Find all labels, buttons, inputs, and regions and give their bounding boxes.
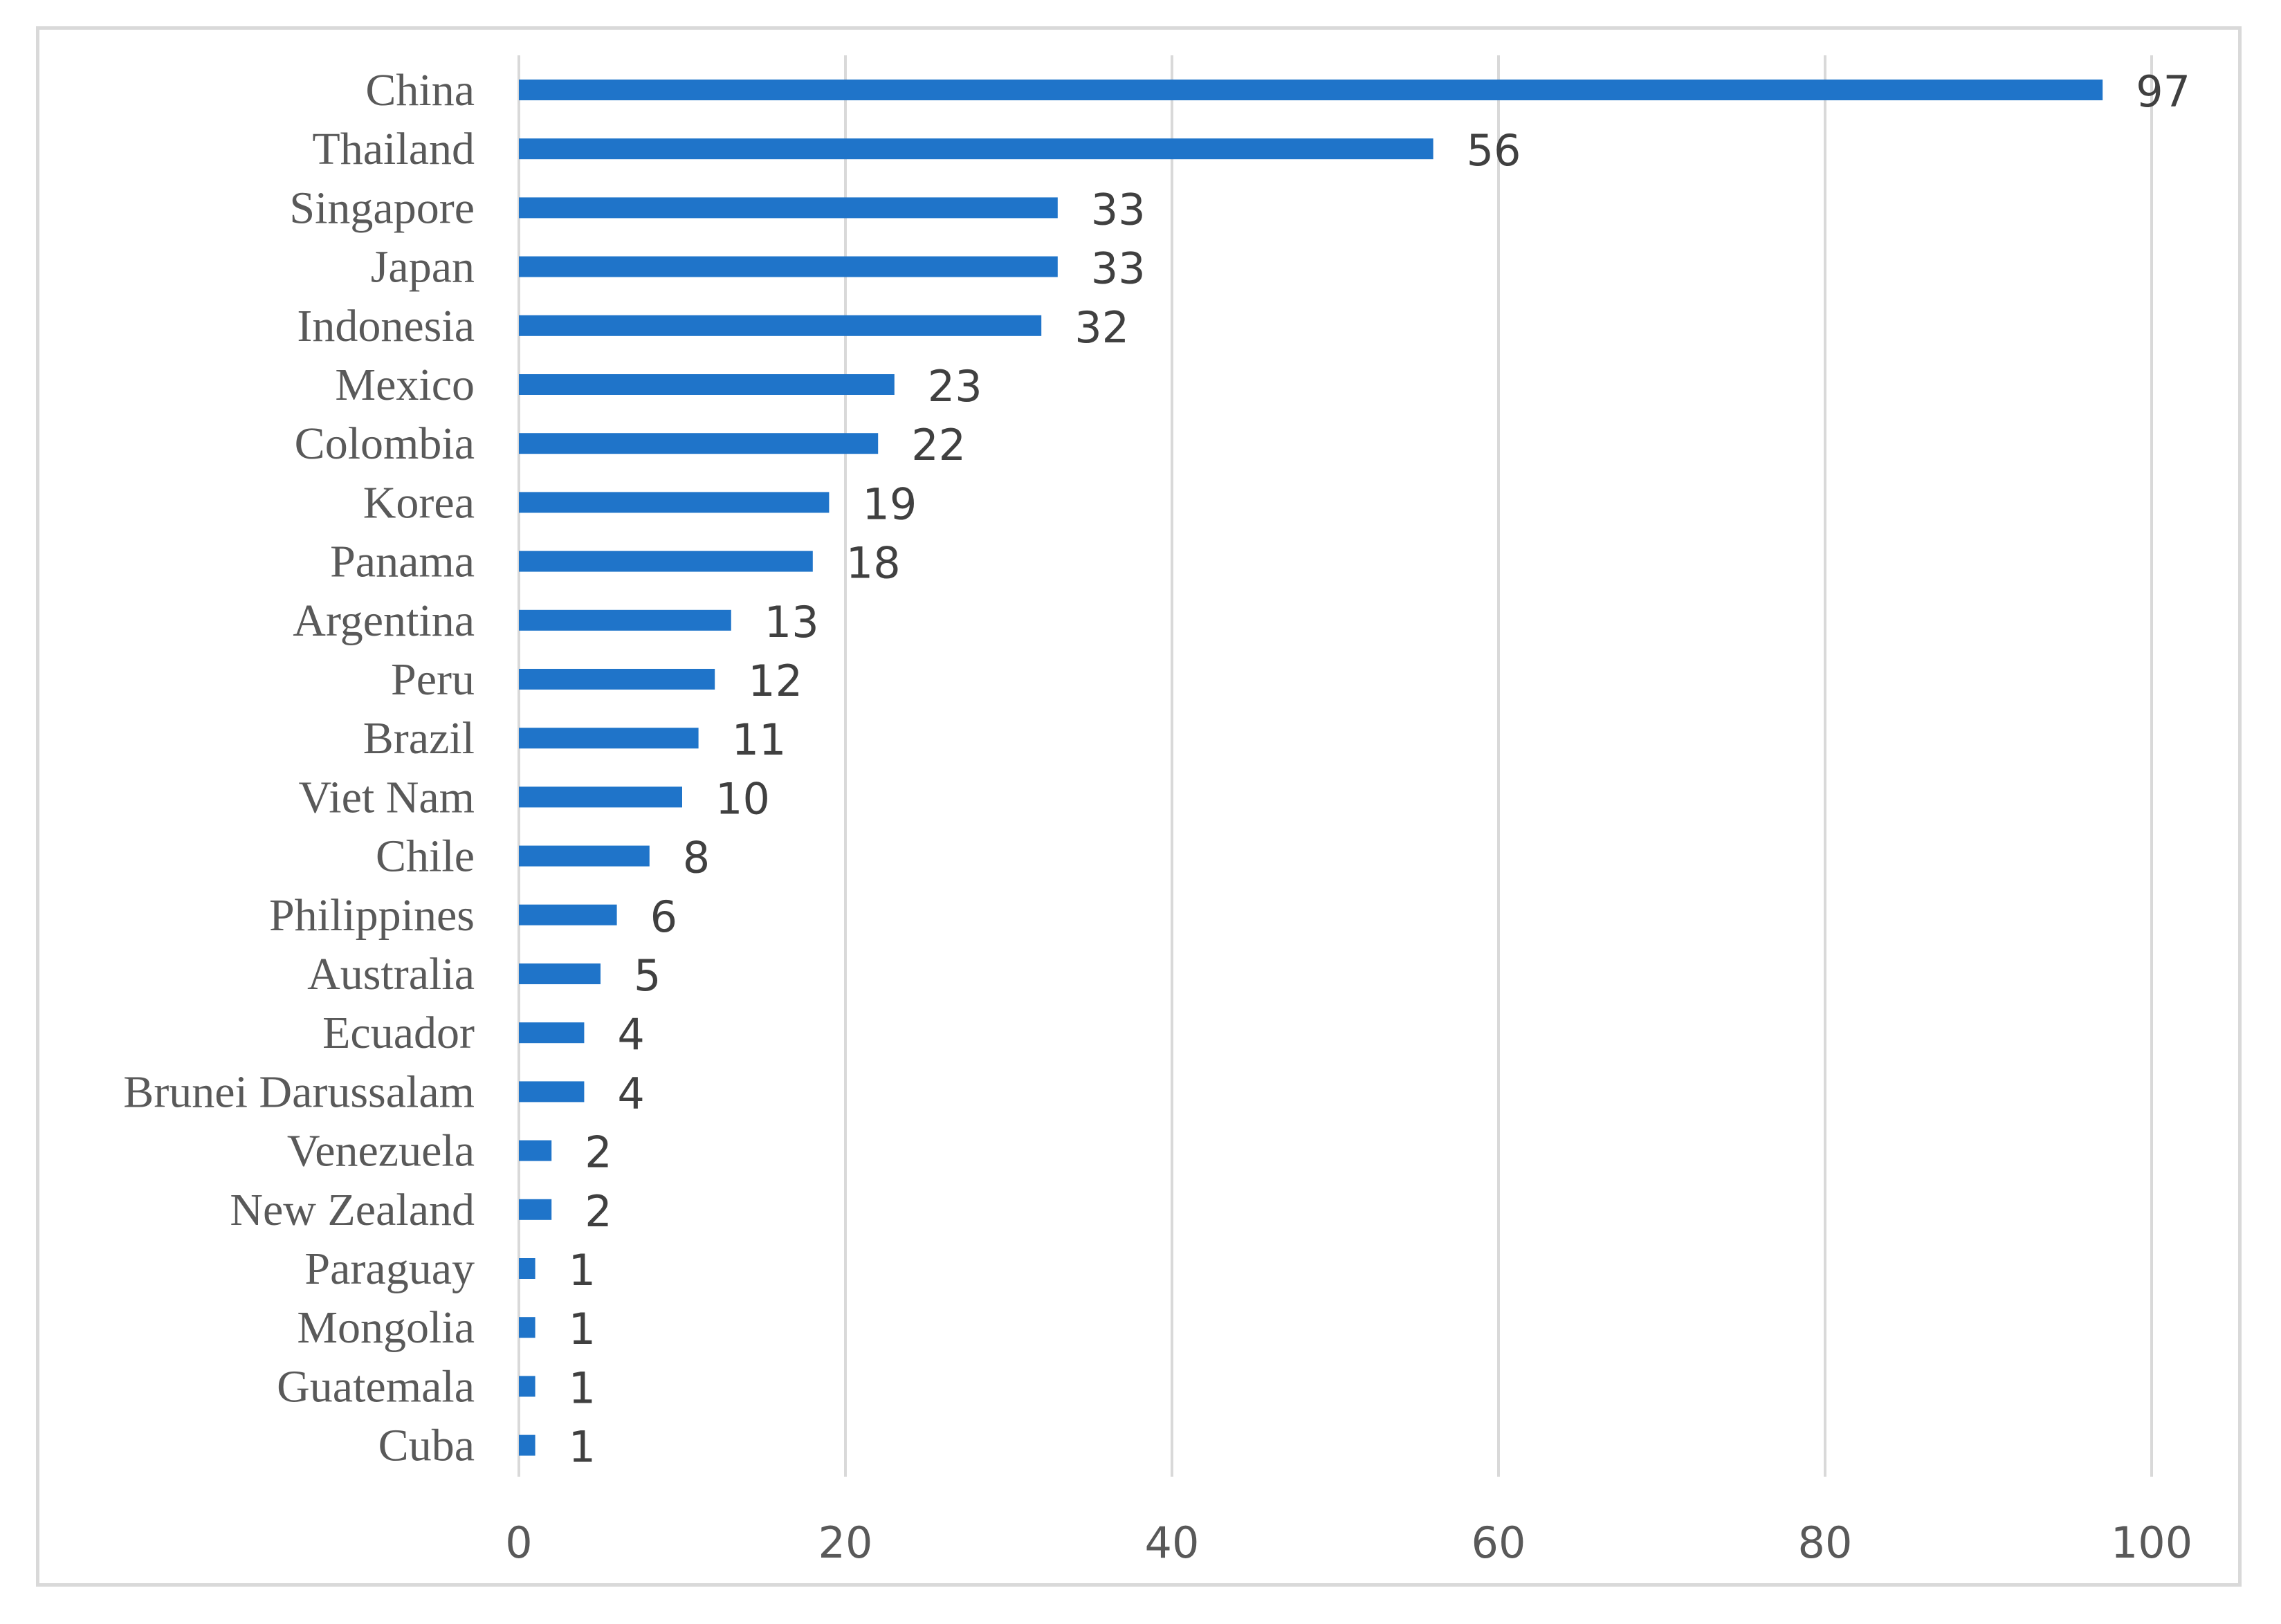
x-axis-tick-labels: 0 20 40 60 80 100 xyxy=(505,1517,2192,1568)
data-label-ecuador: 4 xyxy=(617,1009,644,1060)
bar-cuba xyxy=(519,1434,535,1456)
x-tick-label-60: 60 xyxy=(1472,1517,1526,1568)
data-label-new-zealand: 2 xyxy=(585,1186,612,1237)
data-label-panama: 18 xyxy=(846,538,901,589)
bar-thailand xyxy=(519,138,1433,160)
x-tick-label-20: 20 xyxy=(818,1517,873,1568)
data-label-mongolia: 1 xyxy=(569,1304,596,1354)
category-label-viet-nam: Viet Nam xyxy=(299,772,475,822)
bar-chile xyxy=(519,845,650,867)
data-label-singapore: 33 xyxy=(1091,184,1146,234)
category-label-mongolia: Mongolia xyxy=(297,1302,475,1353)
category-label-venezuela: Venezuela xyxy=(287,1126,475,1177)
category-label-singapore: Singapore xyxy=(289,183,475,233)
x-tick-label-40: 40 xyxy=(1145,1517,1200,1568)
data-label-mexico: 23 xyxy=(928,361,982,412)
bar-new-zealand xyxy=(519,1199,552,1220)
category-label-colombia: Colombia xyxy=(295,418,475,469)
data-label-indonesia: 32 xyxy=(1074,302,1129,353)
category-label-japan: Japan xyxy=(371,242,475,293)
bar-guatemala xyxy=(519,1376,535,1397)
bar-indonesia xyxy=(519,315,1042,336)
category-label-philippines: Philippines xyxy=(269,890,475,941)
gridlines xyxy=(517,55,2153,1477)
category-label-chile: Chile xyxy=(376,831,475,882)
bar-peru xyxy=(519,669,715,690)
bar-venezuela xyxy=(519,1140,552,1161)
bar-philippines xyxy=(519,904,617,925)
category-label-new-zealand: New Zealand xyxy=(230,1185,475,1235)
category-label-ecuador: Ecuador xyxy=(322,1008,475,1058)
category-label-guatemala: Guatemala xyxy=(277,1361,475,1412)
bar-paraguay xyxy=(519,1258,535,1279)
category-label-indonesia: Indonesia xyxy=(297,301,475,351)
category-label-thailand: Thailand xyxy=(312,124,475,174)
chart-frame xyxy=(36,26,2242,1587)
bars xyxy=(519,80,2103,1456)
category-label-panama: Panama xyxy=(330,537,475,587)
bar-viet-nam xyxy=(519,786,682,808)
category-label-china: China xyxy=(365,65,475,116)
category-labels: China Thailand Singapore Japan Indonesia Mexi… xyxy=(123,65,475,1471)
bar-brazil xyxy=(519,728,699,749)
data-label-australia: 5 xyxy=(634,950,661,1001)
data-label-argentina: 13 xyxy=(764,597,819,647)
x-tick-label-100: 100 xyxy=(2111,1517,2192,1568)
category-label-peru: Peru xyxy=(391,654,475,705)
category-label-argentina: Argentina xyxy=(293,596,475,646)
category-label-mexico: Mexico xyxy=(335,360,475,410)
bar-colombia xyxy=(519,433,879,454)
data-label-brunei-darussalam: 4 xyxy=(617,1068,644,1118)
data-label-peru: 12 xyxy=(748,656,803,706)
bar-argentina xyxy=(519,609,731,631)
bar-japan xyxy=(519,256,1058,277)
data-label-japan: 33 xyxy=(1091,243,1146,294)
category-label-paraguay: Paraguay xyxy=(304,1244,475,1294)
category-label-australia: Australia xyxy=(307,949,475,999)
data-label-brazil: 11 xyxy=(732,714,787,765)
data-label-korea: 19 xyxy=(862,479,917,529)
bar-china xyxy=(519,80,2103,100)
category-label-cuba: Cuba xyxy=(378,1421,475,1471)
bar-korea xyxy=(519,492,830,513)
data-label-guatemala: 1 xyxy=(569,1363,596,1413)
data-label-venezuela: 2 xyxy=(585,1127,612,1178)
data-label-philippines: 6 xyxy=(650,892,677,942)
data-label-cuba: 1 xyxy=(569,1422,596,1473)
bar-mexico xyxy=(519,374,895,395)
bar-mongolia xyxy=(519,1317,535,1338)
data-label-thailand: 56 xyxy=(1467,125,1521,176)
x-tick-label-0: 0 xyxy=(505,1517,532,1568)
bar-panama xyxy=(519,551,813,572)
data-label-china: 97 xyxy=(2136,66,2190,117)
data-label-chile: 8 xyxy=(683,833,710,883)
data-label-colombia: 22 xyxy=(911,420,966,470)
bar-brunei-darussalam xyxy=(519,1081,585,1102)
bar-singapore xyxy=(519,197,1058,219)
x-tick-label-80: 80 xyxy=(1798,1517,1853,1568)
bar-australia xyxy=(519,963,601,984)
data-label-paraguay: 1 xyxy=(569,1245,596,1295)
category-label-brazil: Brazil xyxy=(363,713,475,764)
category-label-korea: Korea xyxy=(363,477,475,528)
bar-ecuador xyxy=(519,1022,585,1044)
data-label-viet-nam: 10 xyxy=(715,773,770,824)
category-label-brunei-darussalam: Brunei Darussalam xyxy=(123,1067,475,1117)
